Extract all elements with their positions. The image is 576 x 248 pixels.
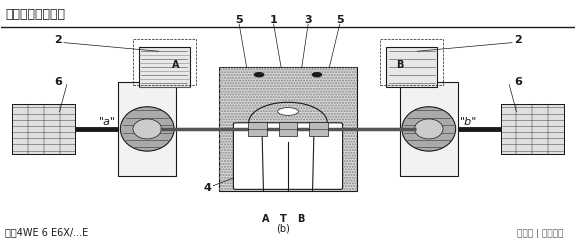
Text: 4: 4	[204, 183, 211, 193]
Text: 5: 5	[236, 15, 243, 26]
Bar	[380, 39, 443, 85]
Text: 6: 6	[54, 77, 62, 87]
Bar	[309, 122, 328, 136]
Text: 2: 2	[514, 35, 522, 45]
Bar	[501, 104, 564, 154]
Bar	[133, 39, 196, 85]
Bar	[219, 67, 357, 190]
Text: 1: 1	[270, 15, 278, 26]
Bar	[386, 47, 437, 87]
Bar	[219, 67, 357, 190]
Bar	[139, 47, 190, 87]
Text: A: A	[172, 60, 180, 70]
Bar	[12, 104, 75, 154]
FancyBboxPatch shape	[233, 123, 343, 189]
Text: 2: 2	[54, 35, 62, 45]
Text: 3: 3	[304, 15, 312, 26]
Text: 网易号 | 机电天下: 网易号 | 机电天下	[517, 229, 564, 238]
Text: B: B	[297, 214, 304, 224]
Bar	[12, 104, 75, 154]
Text: "b": "b"	[460, 117, 478, 126]
Bar	[119, 82, 176, 176]
Bar	[279, 122, 297, 136]
Text: "a": "a"	[98, 117, 116, 126]
Text: 6: 6	[514, 77, 522, 87]
Text: A: A	[263, 214, 270, 224]
Circle shape	[312, 73, 321, 77]
Ellipse shape	[402, 107, 456, 151]
Text: 5: 5	[336, 15, 343, 26]
Text: 型号4WE 6 E6X/...E: 型号4WE 6 E6X/...E	[5, 227, 89, 238]
Text: (b): (b)	[276, 224, 290, 234]
Ellipse shape	[415, 119, 443, 139]
Text: T: T	[280, 214, 287, 224]
Ellipse shape	[133, 119, 161, 139]
Bar	[248, 122, 267, 136]
Ellipse shape	[120, 107, 174, 151]
Bar	[400, 82, 457, 176]
Text: B: B	[396, 60, 404, 70]
Text: 功能说明，剖视图: 功能说明，剖视图	[5, 8, 65, 21]
Bar	[501, 104, 564, 154]
Ellipse shape	[278, 108, 298, 115]
Circle shape	[255, 73, 264, 77]
